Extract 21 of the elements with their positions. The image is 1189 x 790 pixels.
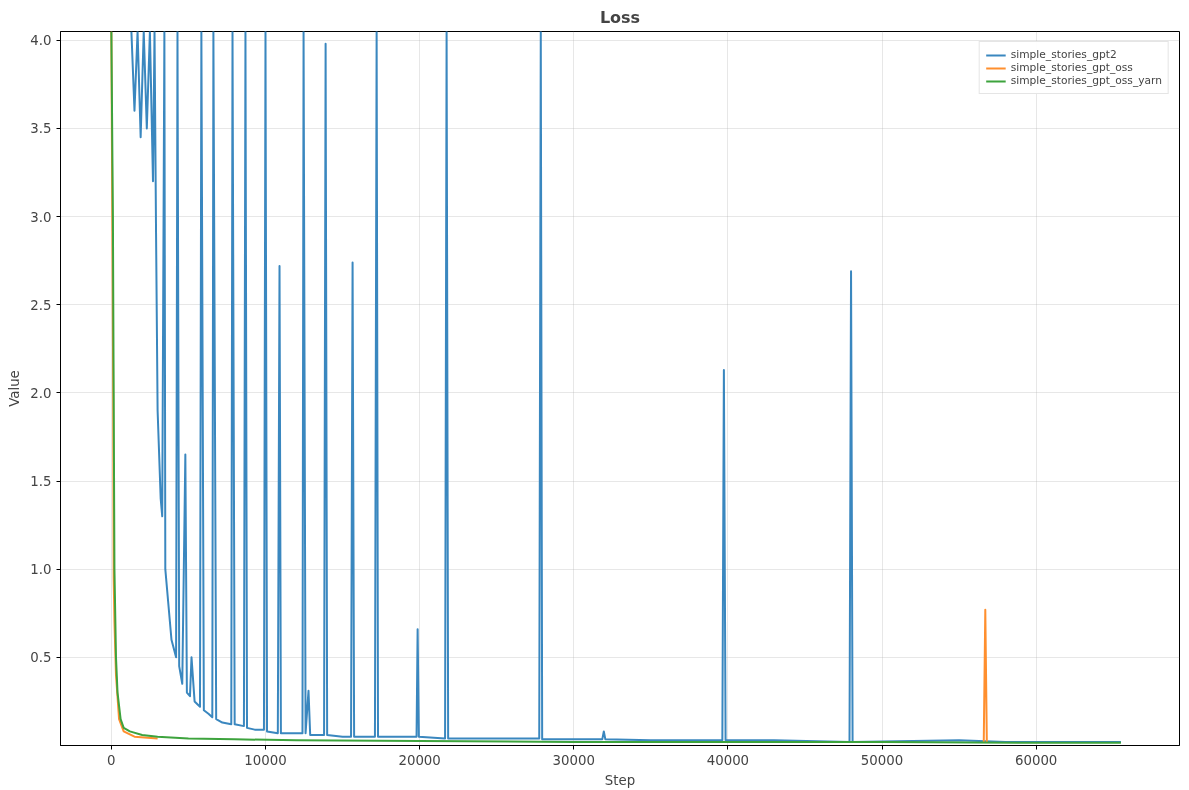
x-tick-label: 10000 [244,752,287,768]
y-tick-label: 0.5 [30,650,52,666]
y-axis-title: Value [7,370,23,407]
x-tick-label: 0 [107,752,116,768]
x-tick-label: 40000 [706,752,750,768]
chart-title: Loss [599,7,641,27]
x-tick-label: 20000 [398,752,441,768]
y-tick-label: 2.0 [30,385,52,401]
x-axis-title: Step [604,772,636,788]
y-tick-label: 2.5 [30,297,52,313]
legend-label: simple_stories_gpt2 [1010,48,1117,61]
x-tick-label: 30000 [552,752,595,768]
y-tick-label: 3.5 [30,121,52,137]
legend-label: simple_stories_gpt_oss [1010,61,1133,74]
y-tick-label: 1.5 [30,474,52,490]
y-tick-label: 1.0 [30,562,52,578]
y-tick-label: 4.0 [30,33,52,49]
y-tick-label: 3.0 [30,209,52,225]
x-tick-label: 60000 [1014,752,1058,768]
x-tick-label: 50000 [860,752,904,768]
legend-label: simple_stories_gpt_oss_yarn [1010,74,1162,87]
